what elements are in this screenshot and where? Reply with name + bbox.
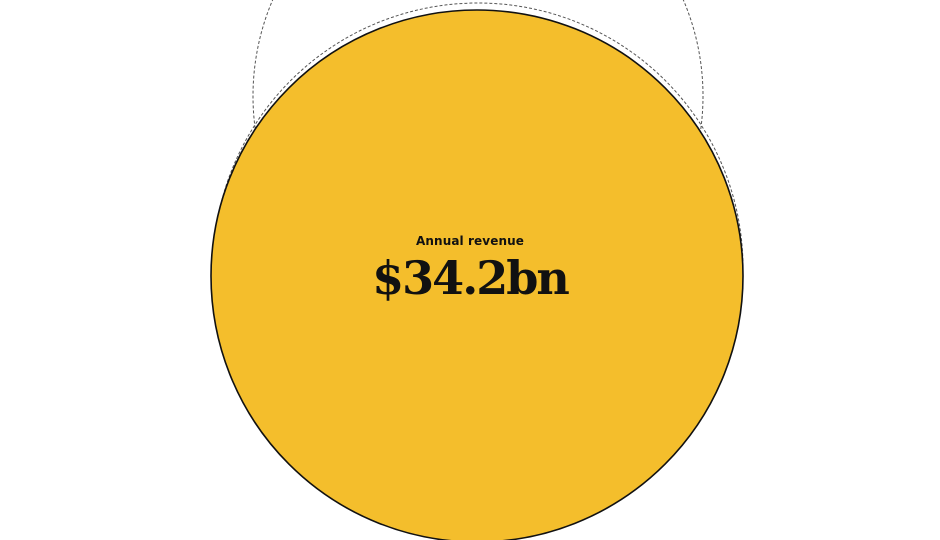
revenue-bubble (210, 9, 744, 540)
bubble-label: Annual revenue (416, 234, 524, 248)
bubble-value: $34.2bn (372, 251, 570, 305)
